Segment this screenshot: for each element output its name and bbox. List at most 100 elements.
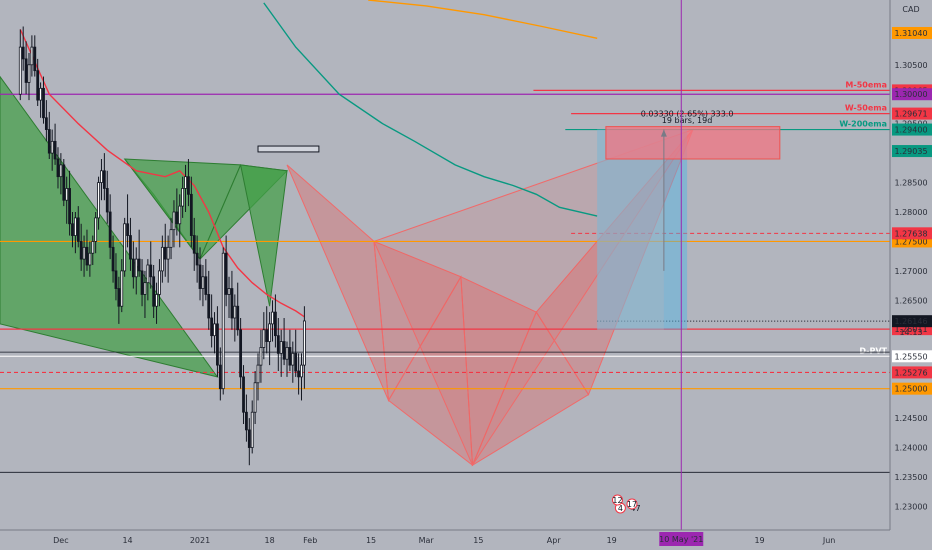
candle-body	[53, 140, 57, 160]
date-marker-text: 10 May '21	[659, 535, 703, 544]
candle	[117, 276, 121, 324]
moving-average-line	[19, 29, 305, 318]
candle	[262, 312, 266, 360]
candle	[79, 223, 83, 271]
measure-label: 19 bars, 19d	[662, 116, 713, 125]
candle-body	[100, 170, 103, 183]
price-badge	[892, 145, 932, 158]
candle-body	[181, 188, 185, 207]
candle	[282, 318, 286, 366]
candle	[97, 176, 100, 230]
candle-body	[187, 176, 190, 195]
y-tick-label: 1.26500	[894, 296, 927, 305]
candle	[44, 100, 48, 142]
x-tick-label: 19	[754, 536, 764, 545]
candle	[253, 371, 257, 424]
y-tick-label: 1.27000	[894, 267, 927, 276]
candle-body	[47, 129, 51, 154]
candle	[39, 82, 42, 118]
candle-body	[271, 311, 274, 325]
candle-body	[300, 364, 303, 378]
x-tick-label: 14	[122, 536, 132, 545]
supply-zone	[605, 126, 781, 160]
candle	[50, 129, 54, 171]
candle	[146, 259, 150, 301]
candle-body	[294, 352, 298, 372]
y-tick-label: 1.28000	[894, 208, 927, 217]
candle	[207, 270, 211, 330]
y-tick-label: 1.30500	[894, 61, 927, 70]
candle	[245, 394, 248, 442]
candle-body	[198, 264, 202, 289]
price-axis[interactable]: CAD1.305001.295001.285001.280001.270001.…	[889, 0, 932, 550]
candle	[288, 329, 292, 371]
level-badge	[892, 88, 932, 101]
candle	[279, 329, 283, 377]
candle	[105, 170, 109, 224]
candle-body	[247, 429, 251, 448]
candle-body	[59, 164, 63, 178]
candle	[242, 365, 245, 424]
candle-body	[21, 46, 25, 60]
candle-body	[221, 252, 225, 390]
candle	[82, 235, 86, 277]
event-icon-label: 4	[618, 504, 623, 513]
candle-body	[134, 258, 138, 278]
candle	[27, 53, 31, 101]
candle-body	[27, 64, 31, 83]
y-tick-label: 1.23500	[894, 473, 927, 482]
candle-body	[82, 246, 86, 260]
candle-body	[163, 246, 167, 260]
candle-body	[91, 241, 95, 254]
candle-body	[120, 270, 124, 307]
candle	[271, 300, 274, 342]
level-badge-text: 1.29400	[894, 126, 927, 135]
candle-body	[274, 311, 277, 337]
candle-body	[276, 335, 280, 354]
candle	[152, 265, 156, 318]
level-badge	[892, 382, 932, 395]
candle-body	[62, 164, 66, 201]
candle-body	[114, 270, 118, 289]
time-axis[interactable]: Dec14202118Feb15Mar15Apr19May19Jun10 May…	[0, 529, 932, 550]
candle	[143, 270, 147, 318]
level-badge-text: 1.25000	[894, 385, 927, 394]
x-tick-label: Mar	[419, 536, 435, 545]
candle-body	[172, 211, 176, 231]
level-badge	[892, 366, 932, 379]
price-badge-text: 1.31040	[894, 29, 927, 38]
moving-averages	[19, 0, 598, 318]
candle-body	[36, 70, 40, 101]
candle	[111, 235, 115, 283]
y-tick-label: 1.24500	[894, 414, 927, 423]
candle-body	[44, 117, 48, 130]
candle	[155, 282, 158, 324]
candle	[123, 217, 127, 277]
candle-body	[158, 270, 161, 295]
horizontal-levels: M-50ema W-50ema W-200ema D-PVT	[0, 80, 890, 473]
y-tick-label: 1.28500	[894, 179, 927, 188]
candle	[181, 176, 185, 218]
candle-body	[242, 376, 245, 413]
candle-body	[224, 252, 228, 295]
candle-body	[245, 411, 248, 431]
candle	[94, 212, 98, 254]
candle	[18, 29, 22, 101]
candle-body	[297, 370, 300, 378]
candle-body	[152, 276, 156, 307]
candle	[233, 294, 237, 342]
candle	[294, 329, 298, 377]
candle-body	[282, 341, 286, 360]
candle	[126, 194, 129, 248]
candle	[42, 76, 45, 124]
candle	[198, 247, 202, 301]
candle-body	[192, 235, 196, 254]
candle-body	[250, 411, 254, 448]
candle	[291, 341, 295, 383]
candle-body	[155, 294, 158, 307]
event-icon	[611, 494, 623, 506]
candle	[236, 282, 240, 336]
candle-body	[56, 158, 60, 178]
